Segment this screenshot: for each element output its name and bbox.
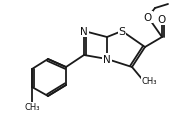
Text: N: N xyxy=(80,27,88,37)
Text: O: O xyxy=(158,15,166,25)
Text: N: N xyxy=(103,54,111,64)
Text: O: O xyxy=(144,13,152,23)
Text: CH₃: CH₃ xyxy=(141,77,157,86)
Text: CH₃: CH₃ xyxy=(24,103,40,112)
Text: S: S xyxy=(118,27,126,37)
